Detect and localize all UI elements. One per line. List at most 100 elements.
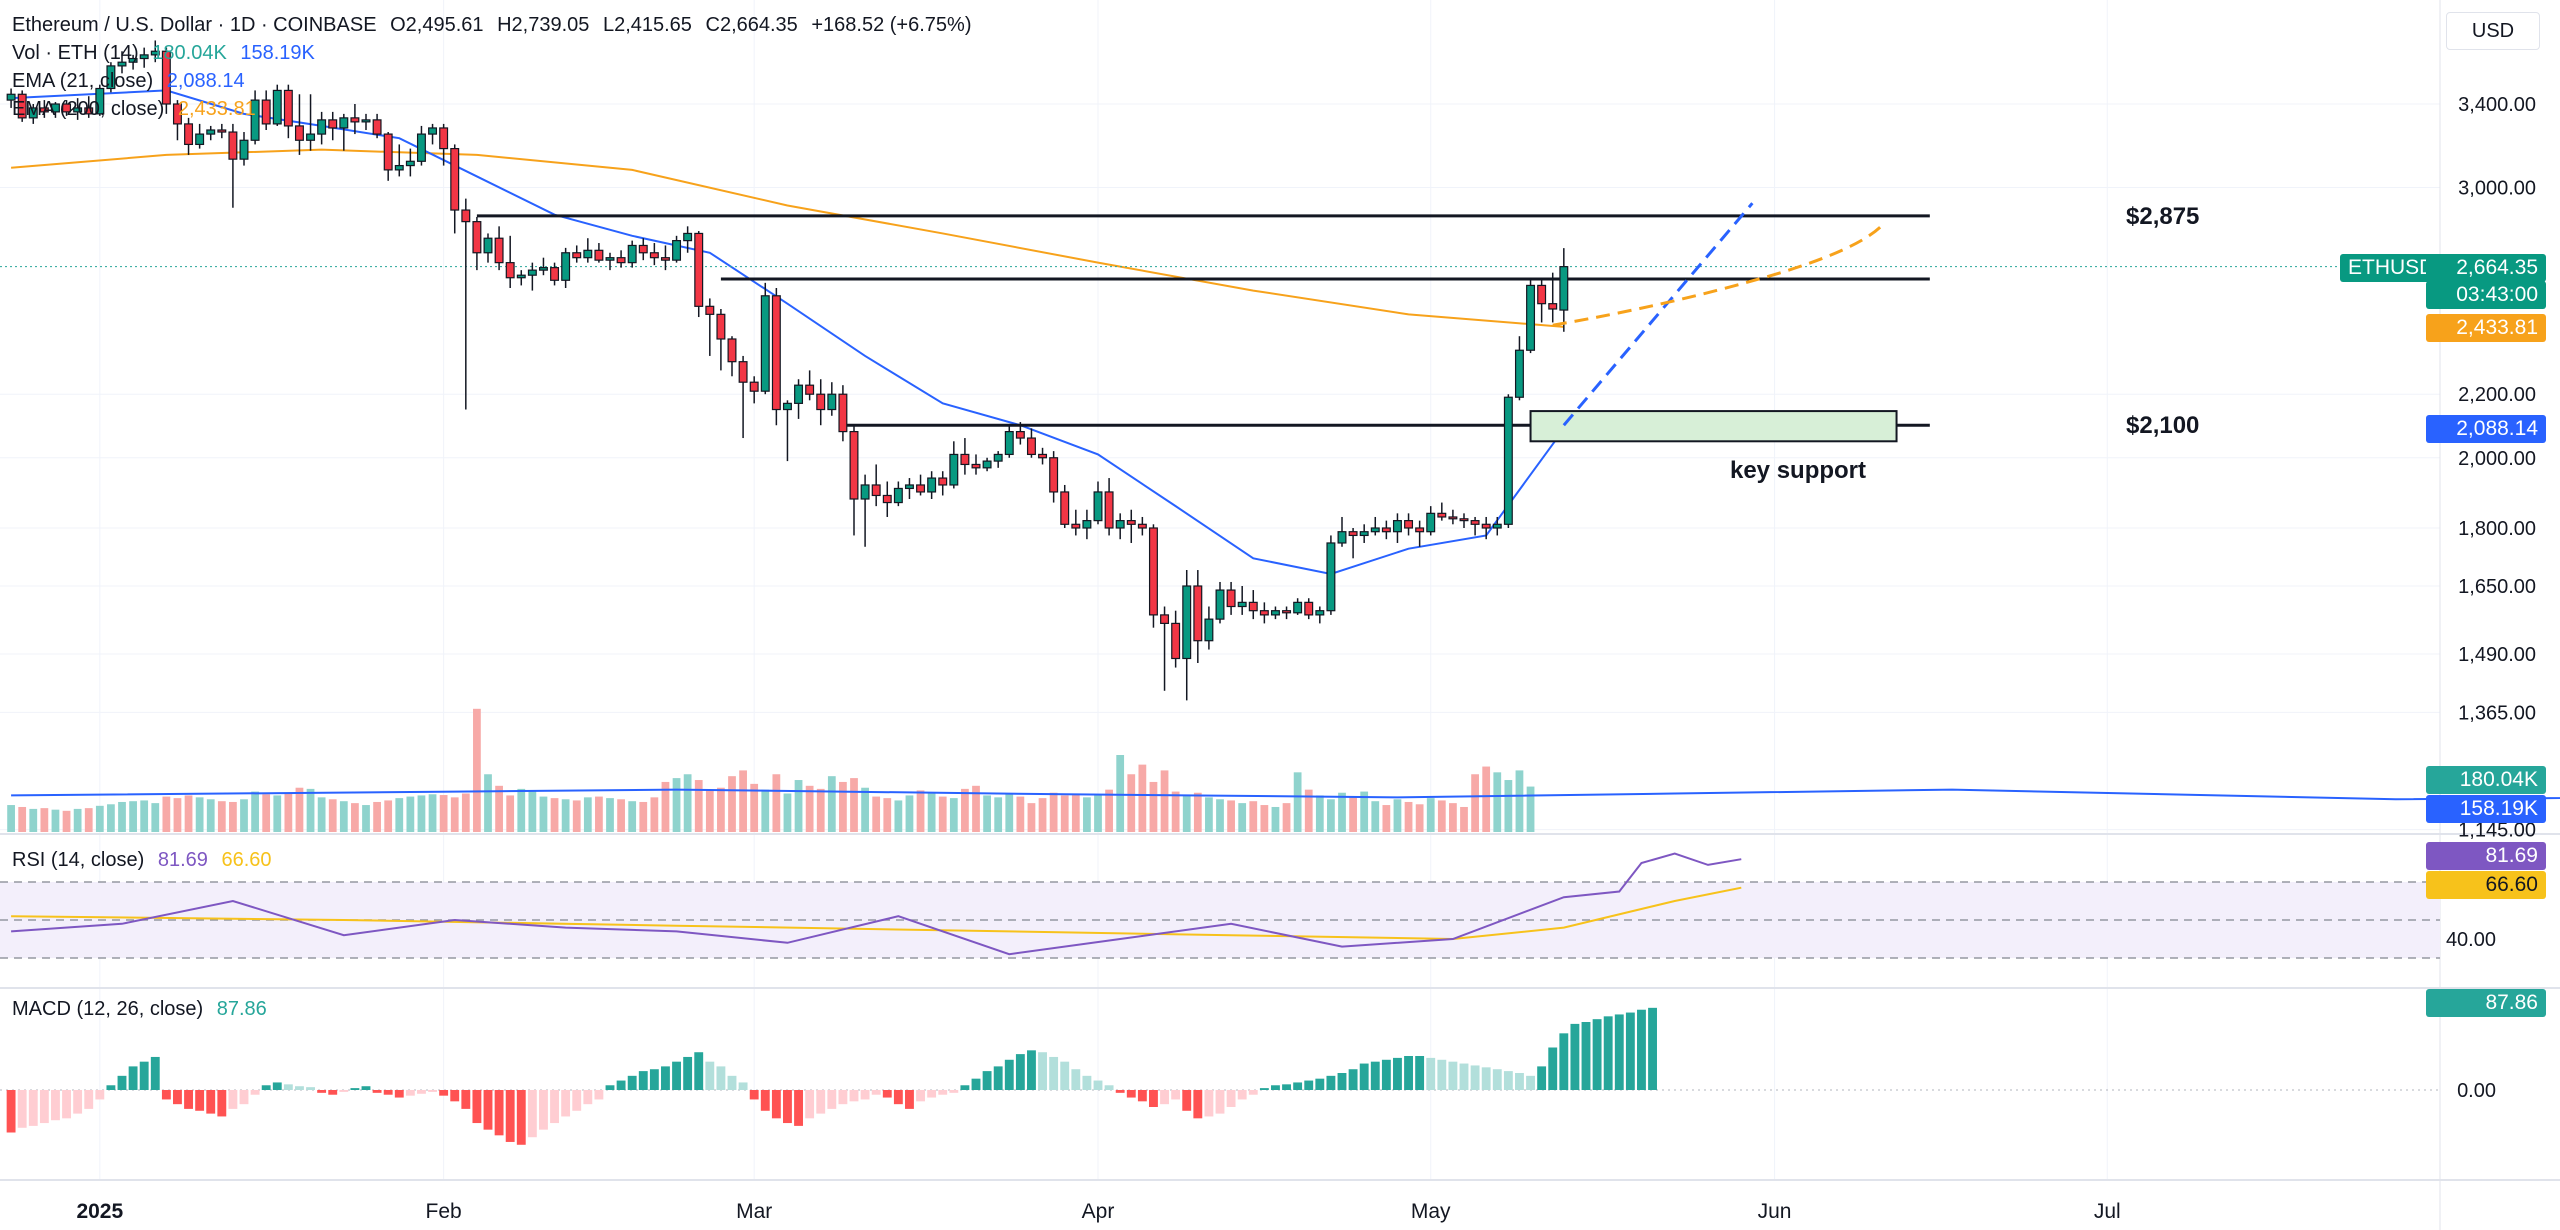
volume-bar <box>439 795 448 832</box>
candle-body <box>1093 491 1103 522</box>
volume-bar <box>1349 796 1357 832</box>
volume-bar <box>705 789 714 832</box>
candle-body <box>261 99 271 125</box>
candle-body <box>150 50 160 56</box>
candle-body <box>1259 610 1269 616</box>
volume-bar <box>417 795 426 832</box>
macd-histogram-bar <box>1038 1052 1047 1090</box>
time-axis-label: Mar <box>736 1200 772 1223</box>
macd-histogram-bar <box>1570 1023 1580 1090</box>
macd-histogram-bar <box>1293 1082 1303 1090</box>
macd-histogram-bar <box>1149 1090 1158 1107</box>
candle-body <box>1470 520 1480 525</box>
price-axis-tick: 3,000.00 <box>2458 177 2536 199</box>
volume-bar <box>1293 772 1302 832</box>
macd-histogram-bar <box>1049 1056 1059 1090</box>
macd-histogram-bar <box>627 1075 637 1090</box>
macd-histogram-bar <box>927 1090 937 1098</box>
volume-bar <box>107 804 115 832</box>
macd-histogram-bar <box>783 1090 792 1124</box>
candle-body <box>1282 610 1292 614</box>
candle-body <box>73 107 83 113</box>
macd-histogram-bar <box>1503 1071 1513 1090</box>
candle-body <box>716 313 726 340</box>
macd-histogram-bar <box>73 1090 83 1114</box>
price-axis-tick: 1,800.00 <box>2458 518 2536 540</box>
candle-body <box>982 460 992 469</box>
macd-histogram-bar <box>1015 1054 1025 1090</box>
macd-histogram-bar <box>1004 1059 1014 1090</box>
candle-body <box>860 484 870 500</box>
volume-bar <box>1149 781 1158 832</box>
candle-body <box>6 93 16 101</box>
candle-body <box>339 117 349 129</box>
macd-histogram-bar <box>1481 1067 1491 1090</box>
macd-badge: 87.86 <box>2426 989 2546 1017</box>
candle-body <box>250 99 260 141</box>
macd-histogram-bar <box>871 1090 881 1095</box>
macd-histogram-bar <box>1415 1056 1425 1090</box>
macd-histogram-bar <box>361 1086 371 1090</box>
candle-body <box>1359 531 1369 537</box>
macd-histogram-bar <box>605 1085 615 1090</box>
candle-body <box>128 57 138 63</box>
volume-bar <box>739 770 747 832</box>
macd-histogram-bar <box>62 1090 71 1119</box>
macd-histogram-bar <box>1370 1061 1380 1090</box>
candle-body <box>1049 457 1059 493</box>
candle-body <box>1370 527 1380 533</box>
volume-bar <box>583 797 592 832</box>
macd-histogram-bar <box>1614 1014 1624 1090</box>
volume-bar <box>1193 792 1202 832</box>
candle-body <box>195 133 205 146</box>
volume-bar <box>728 776 736 832</box>
volume-bar <box>262 794 271 832</box>
price-axis-tick: 1,145.00 <box>2458 820 2536 842</box>
macd-histogram-bar <box>771 1090 781 1119</box>
candle-body <box>217 129 227 133</box>
macd-histogram-bar <box>217 1090 227 1117</box>
volume-bar <box>1027 803 1036 832</box>
volume-bar <box>240 799 248 832</box>
candle-body <box>1559 266 1569 311</box>
macd-histogram-bar <box>1326 1075 1336 1090</box>
macd-histogram-bar <box>1603 1016 1613 1090</box>
volume-bar <box>595 796 603 832</box>
macd-histogram-bar <box>1359 1063 1369 1090</box>
candle-body <box>561 252 571 281</box>
candle-body <box>1115 520 1125 529</box>
macd-histogram-bar <box>738 1082 748 1090</box>
macd-legend: MACD (12, 26, close) 87.86 <box>12 998 275 1021</box>
macd-histogram-bar <box>228 1090 238 1109</box>
candle-body <box>1137 523 1147 529</box>
volume-bar <box>794 780 803 832</box>
macd-histogram-bar <box>428 1090 437 1092</box>
candle-body <box>1126 520 1136 525</box>
macd-histogram-bar <box>1437 1059 1447 1090</box>
volume-bar <box>694 780 703 832</box>
volume-bar <box>140 800 149 832</box>
macd-histogram-bar <box>39 1090 49 1124</box>
candle-body <box>1503 396 1513 525</box>
candle-body <box>28 107 38 119</box>
macd-histogram-bar <box>572 1090 582 1111</box>
volume-bar <box>683 774 692 832</box>
macd-histogram-bar <box>649 1069 659 1090</box>
volume-bar <box>1315 795 1324 832</box>
macd-histogram-bar <box>1404 1056 1413 1090</box>
candle-body <box>594 249 604 261</box>
volume-bar <box>1227 800 1235 832</box>
candle-body <box>472 221 482 254</box>
candle-body <box>1171 622 1181 660</box>
countdown-badge: 03:43:00 <box>2426 281 2546 309</box>
candle-body <box>627 244 637 264</box>
volume-bar <box>639 801 648 832</box>
macd-histogram-bar <box>1259 1088 1269 1090</box>
currency-button[interactable]: USD <box>2446 12 2540 50</box>
candle-body <box>938 477 948 486</box>
volume-bar <box>894 800 903 832</box>
volume-ma-line <box>11 788 2560 801</box>
rsi-label: RSI (14, close) <box>12 849 145 871</box>
price-axis-tick: 3,400.00 <box>2458 94 2536 116</box>
